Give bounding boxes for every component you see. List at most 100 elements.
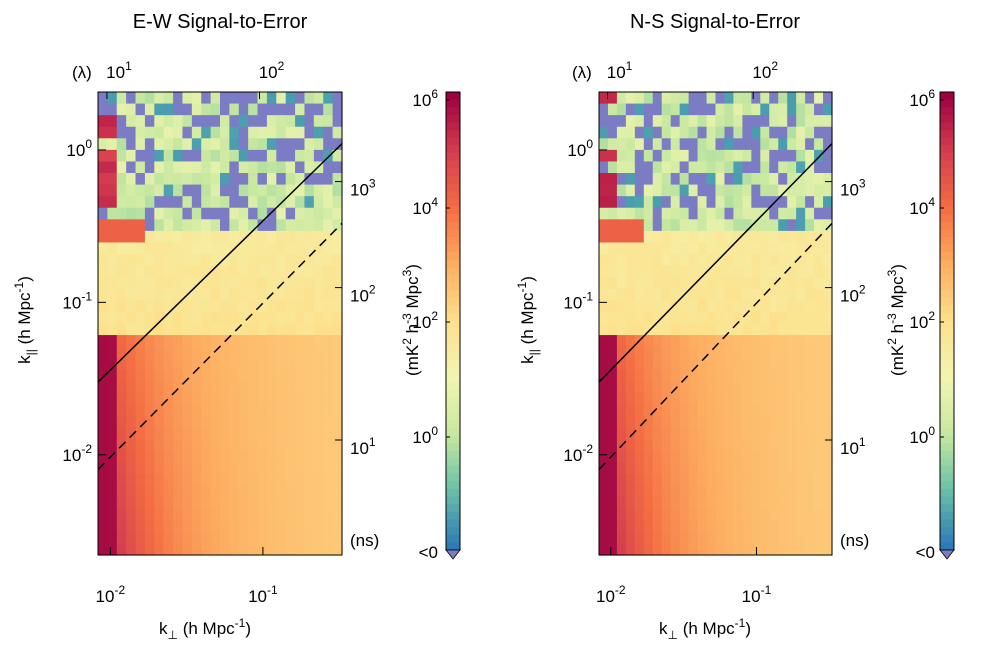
heatmap-cell (778, 543, 788, 556)
heatmap-cell (210, 277, 221, 290)
heatmap-cell (805, 265, 815, 278)
colorbar-segment (446, 328, 460, 338)
heatmap-cell (173, 311, 184, 325)
heatmap-cell (688, 473, 699, 487)
heatmap-cell (210, 288, 221, 301)
heatmap-cell (742, 300, 752, 313)
heatmap-cell (285, 173, 296, 186)
heatmap-cell (332, 531, 343, 545)
heatmap-cell (191, 173, 202, 186)
heatmap-cell (715, 254, 726, 267)
heatmap-cell (805, 381, 815, 394)
colorbar-segment (446, 511, 460, 521)
heatmap-cell (229, 508, 240, 521)
heatmap-cell (220, 277, 230, 290)
top-tick-label: 101 (106, 59, 132, 82)
heatmap-cell (144, 184, 155, 197)
heatmap-cell (679, 219, 690, 232)
heatmap-cell (144, 392, 155, 406)
heatmap-cell (229, 288, 240, 301)
heatmap-cell (661, 404, 672, 417)
heatmap-cell (116, 543, 127, 556)
heatmap-cell (823, 219, 833, 232)
heatmap-cell (742, 277, 752, 290)
heatmap-cell (599, 254, 609, 267)
heatmap-cell (742, 543, 752, 556)
heatmap-cell (751, 173, 761, 186)
heatmap-cell (163, 358, 174, 371)
heatmap-cell (643, 416, 654, 429)
heatmap-cell (814, 161, 824, 174)
colorbar-segment (446, 137, 460, 147)
heatmap-cell (787, 508, 797, 521)
heatmap-cell (126, 358, 137, 371)
heatmap-cell (191, 439, 202, 452)
heatmap-cell (107, 265, 118, 278)
heatmap-cell (116, 508, 127, 521)
heatmap-cell (697, 311, 708, 325)
heatmap-cell (814, 277, 824, 290)
heatmap-cell (805, 369, 815, 382)
heatmap-cell (724, 196, 735, 209)
heatmap-cell (229, 392, 240, 406)
heatmap-cell (323, 358, 334, 371)
heatmap-cell (751, 439, 761, 452)
heatmap-cell (778, 173, 788, 186)
heatmap-cell (182, 416, 193, 429)
ns-panel: N-S Signal-to-Error 10-2 10-1 10-2 10-1 100 1… (495, 0, 990, 648)
heatmap-cell (276, 543, 287, 556)
colorbar-segment (446, 183, 460, 193)
heatmap-cell (201, 531, 212, 545)
heatmap-cell (751, 219, 761, 232)
heatmap-cell (742, 126, 752, 139)
heatmap-cell (733, 173, 743, 186)
heatmap-cell (304, 92, 315, 105)
heatmap-cell (733, 497, 743, 510)
heatmap-cell (285, 242, 296, 255)
heatmap-cell (715, 149, 726, 163)
heatmap-cell (98, 543, 108, 556)
heatmap-cell (182, 277, 193, 290)
heatmap-cell (688, 126, 699, 139)
heatmap-cell (724, 473, 735, 487)
heatmap-cell (285, 254, 296, 267)
heatmap-cell (295, 288, 306, 301)
heatmap-cell (697, 404, 708, 417)
heatmap-cell (661, 381, 672, 394)
heatmap-cell (751, 92, 761, 105)
heatmap-cell (201, 439, 212, 452)
heatmap-cell (201, 242, 212, 255)
heatmap-cell (238, 335, 249, 348)
heatmap-cell (805, 126, 815, 139)
heatmap-cell (295, 115, 306, 128)
heatmap-cell (805, 358, 815, 371)
heatmap-cell (266, 346, 277, 359)
heatmap-cell (814, 311, 824, 325)
heatmap-cell (201, 485, 212, 498)
heatmap-cell (154, 103, 165, 116)
heatmap-cell (248, 300, 259, 313)
heatmap-cell (805, 207, 815, 220)
heatmap-cell (295, 207, 306, 220)
colorbar-tick-label: 104 (412, 195, 438, 218)
heatmap-cell (733, 219, 743, 232)
heatmap-cell (276, 277, 287, 290)
heatmap-cell (163, 520, 174, 533)
heatmap-cell (814, 473, 824, 487)
heatmap-cell (715, 543, 726, 556)
colorbar-segment (940, 198, 954, 208)
heatmap-cell (163, 543, 174, 556)
colorbar-segment (446, 145, 460, 154)
heatmap-cell (823, 404, 833, 417)
heatmap-cell (295, 173, 306, 186)
colorbar-segment (940, 336, 954, 345)
heatmap-cell (697, 288, 708, 301)
tick-marks (599, 92, 832, 555)
x-axis-label: k⊥ (h Mpc-1) (659, 616, 751, 642)
heatmap-cell (616, 254, 627, 267)
heatmap-cell (323, 404, 334, 417)
heatmap-cell (607, 323, 618, 336)
heatmap-cell (248, 323, 259, 336)
colorbar-segment (940, 328, 954, 338)
heatmap-cell (201, 427, 212, 440)
